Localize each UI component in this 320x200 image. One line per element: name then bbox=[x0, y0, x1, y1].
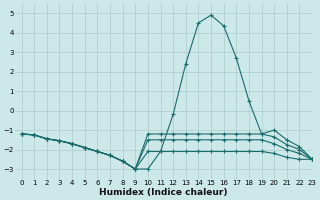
X-axis label: Humidex (Indice chaleur): Humidex (Indice chaleur) bbox=[100, 188, 228, 197]
